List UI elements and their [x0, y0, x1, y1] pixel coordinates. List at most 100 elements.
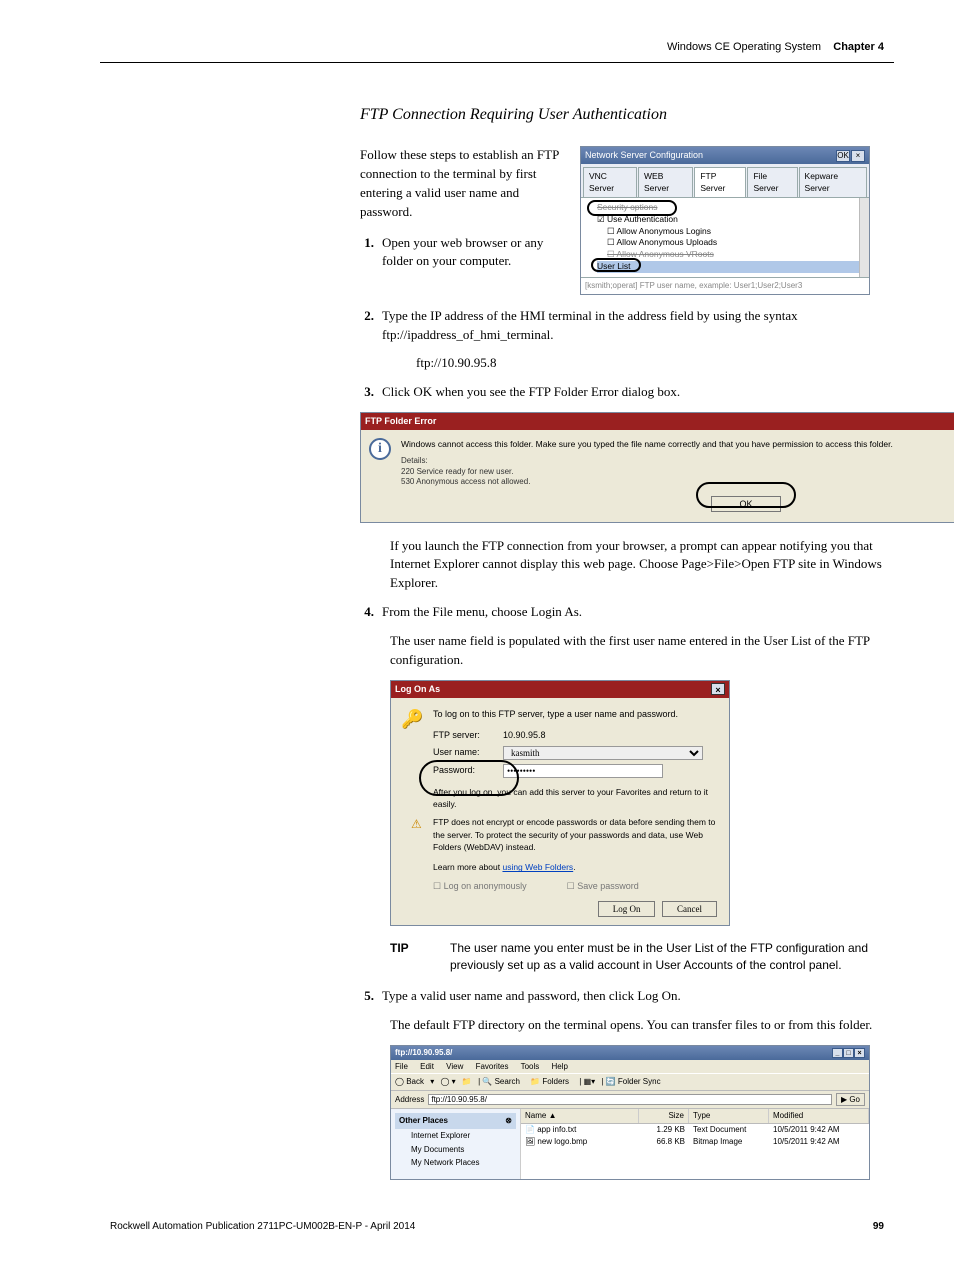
- nsc-allow-anon-vroots[interactable]: Allow Anonymous VRoots: [607, 249, 863, 261]
- annotation-circle-3: [696, 482, 796, 508]
- exp-title-buttons: _□×: [832, 1047, 865, 1059]
- ffe-title-text: FTP Folder Error: [365, 415, 436, 428]
- exp-sync-button[interactable]: 🔄 Folder Sync: [606, 1077, 665, 1086]
- header-chapter: Chapter 4: [833, 41, 884, 53]
- annotation-circle-1: [587, 200, 677, 216]
- ftp-folder-error-dialog: FTP Folder Error × i Windows cannot acce…: [360, 412, 954, 523]
- loa-security-warning: ⚠ FTP does not encrypt or encode passwor…: [433, 816, 717, 853]
- loa-cancel-button[interactable]: Cancel: [662, 901, 717, 917]
- nsc-scrollbar[interactable]: [859, 198, 869, 277]
- intro-text: Follow these steps to establish an FTP c…: [360, 146, 560, 221]
- loa-username-label: User name:: [433, 746, 503, 759]
- nsc-tab-vnc[interactable]: VNC Server: [583, 167, 637, 197]
- ffe-body: i Windows cannot access this folder. Mak…: [361, 430, 954, 521]
- exp-file-row[interactable]: 📄 app info.txt 1.29 KB Text Document 10/…: [521, 1124, 869, 1136]
- ffe-message: Windows cannot access this folder. Make …: [401, 438, 954, 450]
- exp-folders-button[interactable]: 📁 Folders: [530, 1077, 573, 1086]
- exp-search-button[interactable]: 🔍 Search: [482, 1077, 524, 1086]
- exp-min-button[interactable]: _: [832, 1048, 843, 1058]
- page-footer: Rockwell Automation Publication 2711PC-U…: [100, 1220, 894, 1235]
- footer-publication: Rockwell Automation Publication 2711PC-U…: [110, 1220, 415, 1235]
- logon-as-dialog: Log On As × 🔑 To log on to this FTP serv…: [390, 680, 730, 926]
- nsc-ok-button[interactable]: OK: [836, 150, 850, 162]
- exp-side-ie[interactable]: Internet Explorer: [395, 1129, 516, 1143]
- ffe-detail-1: 220 Service ready for new user.: [401, 467, 954, 477]
- exp-address-input[interactable]: [428, 1094, 832, 1105]
- step-4-num: 4.: [360, 603, 382, 622]
- loa-title-text: Log On As: [395, 683, 440, 696]
- exp-fwd-button[interactable]: ◯ ▾: [440, 1077, 455, 1086]
- exp-file-list: Name ▲ Size Type Modified 📄 app info.txt…: [521, 1109, 869, 1179]
- nsc-title-buttons: OK×: [835, 149, 865, 162]
- step-1-text: Open your web browser or any folder on y…: [382, 234, 560, 272]
- step-4-text: From the File menu, choose Login As.: [382, 603, 894, 622]
- exp-file-row[interactable]: 🖼 new logo.bmp 66.8 KB Bitmap Image 10/5…: [521, 1136, 869, 1148]
- footer-page-number: 99: [873, 1220, 884, 1235]
- exp-titlebar: ftp://10.90.95.8/ _□×: [391, 1046, 869, 1060]
- loa-anon-checkbox[interactable]: ☐ Log on anonymously: [433, 880, 527, 893]
- exp-address-label: Address: [395, 1094, 424, 1106]
- tip-box: TIP The user name you enter must be in t…: [390, 940, 894, 974]
- step-5-text: Type a valid user name and password, the…: [382, 987, 894, 1006]
- step-5-note: The default FTP directory on the termina…: [390, 1016, 894, 1035]
- loa-titlebar: Log On As ×: [391, 681, 729, 698]
- exp-menu-favorites[interactable]: Favorites: [476, 1062, 509, 1071]
- exp-menu-edit[interactable]: Edit: [420, 1062, 434, 1071]
- exp-views-button[interactable]: ▦▾: [584, 1077, 596, 1086]
- step-5-num: 5.: [360, 987, 382, 1006]
- page-header: Windows CE Operating System Chapter 4: [100, 40, 894, 56]
- exp-col-size[interactable]: Size: [639, 1109, 689, 1123]
- exp-menu-tools[interactable]: Tools: [521, 1062, 540, 1071]
- nsc-tab-web[interactable]: WEB Server: [638, 167, 693, 197]
- nsc-tab-ftp[interactable]: FTP Server: [694, 167, 746, 197]
- exp-go-button[interactable]: ▶ Go: [836, 1093, 865, 1107]
- section-title: FTP Connection Requiring User Authentica…: [360, 103, 894, 126]
- loa-webfolders-link[interactable]: using Web Folders: [502, 862, 573, 872]
- exp-menu-help[interactable]: Help: [552, 1062, 568, 1071]
- ffe-details-label: Details:: [401, 456, 954, 466]
- exp-side-network[interactable]: My Network Places: [395, 1156, 516, 1170]
- nsc-title-text: Network Server Configuration: [585, 149, 703, 162]
- nsc-tabs: VNC Server WEB Server FTP Server File Se…: [581, 164, 869, 198]
- exp-menu-view[interactable]: View: [446, 1062, 463, 1071]
- nsc-tab-kepware[interactable]: Kepware Server: [799, 167, 867, 197]
- nsc-tab-file[interactable]: File Server: [747, 167, 797, 197]
- info-icon: i: [369, 438, 391, 460]
- key-icon: 🔑: [401, 706, 423, 728]
- loa-close-button[interactable]: ×: [711, 683, 725, 695]
- exp-toolbar: ◯ Back ▾ ◯ ▾ 📁 | 🔍 Search 📁 Folders | ▦▾…: [391, 1073, 869, 1091]
- loa-password-input[interactable]: [503, 764, 663, 778]
- network-server-config-window: Network Server Configuration OK× VNC Ser…: [580, 146, 870, 295]
- explorer-window: ftp://10.90.95.8/ _□× File Edit View Fav…: [390, 1045, 870, 1180]
- nsc-footer: [ksmith;operat] FTP user name, example: …: [581, 277, 869, 294]
- exp-max-button[interactable]: □: [843, 1048, 854, 1058]
- exp-col-type[interactable]: Type: [689, 1109, 769, 1123]
- annotation-circle-2: [591, 258, 641, 272]
- loa-server-label: FTP server:: [433, 729, 503, 742]
- exp-menu-file[interactable]: File: [395, 1062, 408, 1071]
- loa-logon-button[interactable]: Log On: [598, 901, 656, 917]
- exp-up-button[interactable]: 📁: [462, 1077, 472, 1086]
- ffe-titlebar: FTP Folder Error ×: [361, 413, 954, 430]
- step-1-num: 1.: [360, 234, 382, 272]
- exp-back-button[interactable]: ◯ Back ▾: [395, 1077, 434, 1086]
- collapse-icon: ⊗: [505, 1115, 512, 1127]
- loa-username-input[interactable]: kasmith: [503, 746, 703, 760]
- step-4-note: The user name field is populated with th…: [390, 632, 894, 670]
- ffe-detail-2: 530 Anonymous access not allowed.: [401, 477, 954, 487]
- exp-close-button[interactable]: ×: [854, 1048, 865, 1058]
- step-3-text: Click OK when you see the FTP Folder Err…: [382, 383, 894, 402]
- exp-sidebar: Other Places⊗ Internet Explorer My Docum…: [391, 1109, 521, 1179]
- exp-col-modified[interactable]: Modified: [769, 1109, 869, 1123]
- exp-addressbar: Address ▶ Go: [391, 1091, 869, 1110]
- exp-side-mydocs[interactable]: My Documents: [395, 1143, 516, 1157]
- warning-icon: ⚠: [411, 816, 422, 833]
- exp-side-header[interactable]: Other Places⊗: [395, 1113, 516, 1129]
- nsc-allow-anon-uploads[interactable]: Allow Anonymous Uploads: [607, 237, 863, 249]
- nsc-close-button[interactable]: ×: [851, 150, 865, 162]
- exp-col-name[interactable]: Name ▲: [521, 1109, 639, 1123]
- nsc-body: Security options Use Authentication Allo…: [581, 198, 869, 277]
- tip-text: The user name you enter must be in the U…: [450, 940, 894, 974]
- nsc-allow-anon-logins[interactable]: Allow Anonymous Logins: [607, 226, 863, 238]
- loa-savepass-checkbox[interactable]: ☐ Save password: [567, 880, 639, 893]
